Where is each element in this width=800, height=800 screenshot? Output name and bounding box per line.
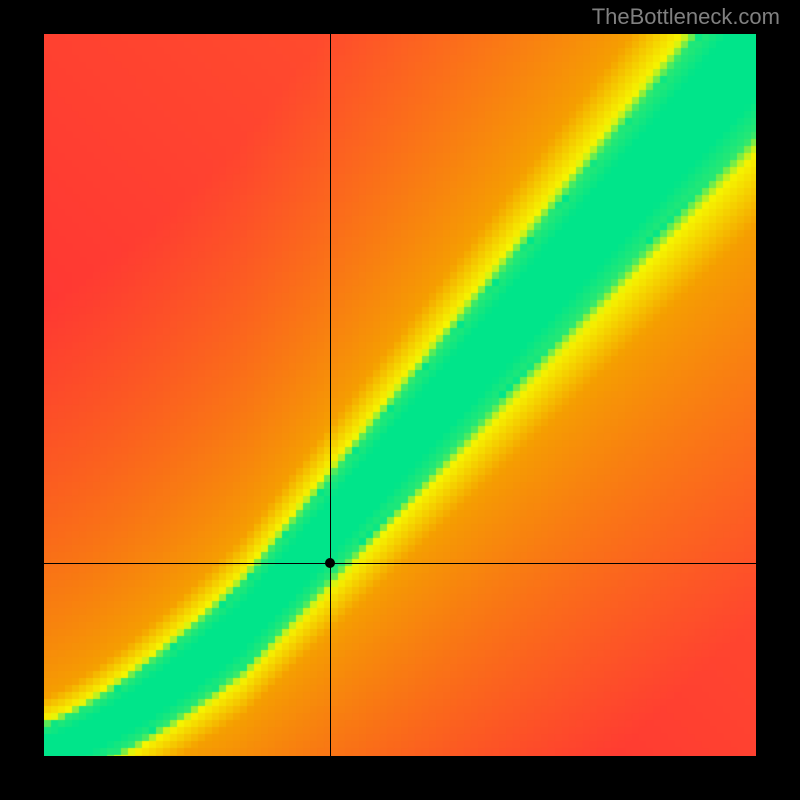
plot-area xyxy=(44,34,756,756)
heatmap-canvas xyxy=(44,34,756,756)
chart-container: TheBottleneck.com xyxy=(0,0,800,800)
crosshair-horizontal xyxy=(44,563,756,564)
watermark-text: TheBottleneck.com xyxy=(592,4,780,30)
crosshair-vertical xyxy=(330,34,331,756)
marker-point xyxy=(325,558,335,568)
